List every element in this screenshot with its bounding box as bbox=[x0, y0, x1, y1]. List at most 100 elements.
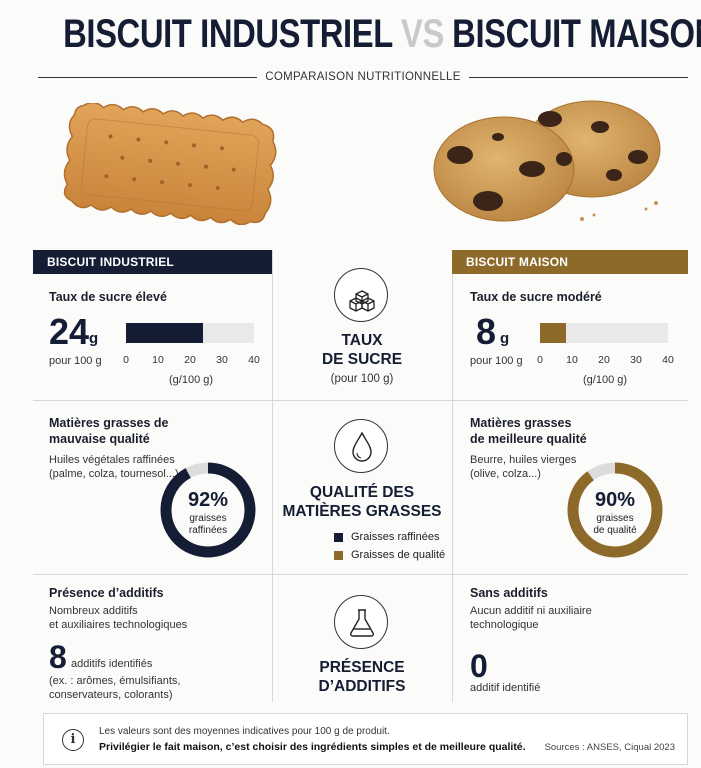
additives-label-industriel: Présence d’additifs bbox=[49, 586, 164, 600]
tick-label: 40 bbox=[662, 354, 674, 366]
tick-label: 20 bbox=[598, 354, 610, 366]
flask-icon bbox=[334, 595, 388, 649]
fats-label-industriel-line1: Matières grasses de bbox=[49, 416, 169, 430]
title-industriel: BISCUIT INDUSTRIEL bbox=[63, 12, 393, 56]
fats-donut-label-maison: graisses de qualité bbox=[567, 513, 663, 537]
sugar-cubes-icon bbox=[334, 268, 388, 322]
additives-count-industriel: 8 bbox=[49, 639, 67, 675]
legend-refined: Graisses raffinées bbox=[334, 531, 439, 543]
sugar-center-subtitle: (pour 100 g) bbox=[330, 373, 394, 385]
fats-donut-label-industriel-line2: raffinées bbox=[188, 525, 228, 536]
fats-center-title: QUALITÉ DES MATIÈRES GRASSES bbox=[272, 483, 452, 521]
additives-examples-line2: conservateurs, colorants) bbox=[49, 689, 173, 701]
fats-donut-label-industriel-line1: graisses bbox=[189, 513, 227, 524]
sugar-center-title: TAUX DE SUCRE bbox=[272, 331, 452, 369]
grid-divider bbox=[272, 250, 273, 702]
tick-label: 0 bbox=[123, 354, 129, 366]
sugar-unit-industriel: g bbox=[89, 330, 99, 347]
additives-center-title: PRÉSENCE D’ADDITIFS bbox=[272, 658, 452, 696]
additives-label-maison: Sans additifs bbox=[470, 586, 548, 600]
sugar-bar-fill-maison bbox=[540, 323, 566, 343]
additives-desc-industriel: Nombreux additifs et auxiliaires technol… bbox=[49, 604, 187, 632]
fats-label-maison-line2: de meilleure qualité bbox=[470, 432, 587, 446]
tick-label: 10 bbox=[152, 354, 164, 366]
legend-quality: Graisses de qualité bbox=[334, 549, 445, 561]
tick-label: 30 bbox=[216, 354, 228, 366]
fats-desc-industriel-line1: Huiles végétales raffinées bbox=[49, 454, 175, 466]
sugar-per-maison: pour 100 g bbox=[470, 355, 523, 367]
additives-desc-industriel-line2: et auxiliaires technologiques bbox=[49, 619, 188, 631]
sugar-bar-industriel bbox=[126, 323, 254, 343]
fats-desc-industriel-line2: (palme, colza, tournesol...) bbox=[49, 468, 179, 480]
additives-count-label-industriel: additifs identifiés bbox=[71, 658, 153, 670]
additives-center-title-line1: PRÉSENCE bbox=[319, 659, 405, 676]
subtitle-row: COMPARAISON NUTRITIONNELLE bbox=[38, 70, 689, 84]
fats-label-industriel-line2: mauvaise qualité bbox=[49, 432, 150, 446]
fats-center-title-line2: MATIÈRES GRASSES bbox=[282, 503, 442, 520]
donut-arc-maison bbox=[567, 462, 663, 558]
sugar-center-title-line2: DE SUCRE bbox=[321, 351, 403, 368]
drop-icon bbox=[334, 419, 388, 473]
tick-label: 30 bbox=[630, 354, 642, 366]
title-maison: BISCUIT MAISON bbox=[452, 12, 701, 56]
title-vs: VS bbox=[401, 12, 444, 56]
info-icon: i bbox=[62, 729, 84, 751]
sugar-axis-unit-maison: (g/100 g) bbox=[583, 374, 628, 386]
column-header-maison: BISCUIT MAISON bbox=[452, 250, 688, 274]
fats-label-maison: Matières grasses de meilleure qualité bbox=[470, 415, 587, 447]
grid-divider bbox=[452, 250, 453, 702]
legend-swatch-quality bbox=[334, 550, 343, 560]
additives-examples-industriel: (ex. : arômes, émulsifiants, conservateu… bbox=[49, 674, 180, 702]
column-header-industriel: BISCUIT INDUSTRIEL bbox=[33, 250, 272, 274]
fats-desc-industriel: Huiles végétales raffinées (palme, colza… bbox=[49, 453, 179, 481]
sugar-bar-maison bbox=[540, 323, 668, 343]
legend-refined-label: Graisses raffinées bbox=[351, 531, 440, 543]
sugar-label-maison: Taux de sucre modéré bbox=[470, 290, 602, 304]
tick-label: 40 bbox=[248, 354, 260, 366]
page-title: BISCUIT INDUSTRIEL VS BISCUIT MAISON bbox=[63, 12, 701, 57]
sugar-bar-fill-industriel bbox=[126, 323, 203, 343]
fats-donut-label-maison-line1: graisses bbox=[596, 513, 634, 524]
additives-count-label-maison: additif identifié bbox=[470, 682, 541, 694]
industrial-biscuit-image bbox=[63, 103, 277, 225]
comparison-grid: BISCUIT INDUSTRIEL BISCUIT MAISON Taux d… bbox=[33, 250, 688, 702]
fats-donut-label-maison-line2: de qualité bbox=[593, 525, 637, 536]
fats-desc-maison: Beurre, huiles vierges (olive, colza...) bbox=[470, 453, 576, 481]
footer-note: i Les valeurs sont des moyennes indicati… bbox=[43, 713, 688, 765]
divider-left bbox=[38, 76, 258, 78]
additives-center-title-line2: D’ADDITIFS bbox=[318, 678, 406, 695]
page-subtitle: COMPARAISON NUTRITIONNELLE bbox=[265, 71, 461, 83]
fats-donut-label-industriel: graisses raffinées bbox=[160, 513, 256, 537]
footer-line1: Les valeurs sont des moyennes indicative… bbox=[99, 726, 390, 737]
fats-donut-industriel: 92% graisses raffinées bbox=[160, 462, 256, 558]
additives-desc-maison-line2: technologique bbox=[470, 619, 539, 631]
fats-pct-industriel: 92% bbox=[187, 489, 229, 511]
sugar-axis-unit-industriel: (g/100 g) bbox=[169, 374, 214, 386]
tick-label: 10 bbox=[566, 354, 578, 366]
fats-label-maison-line1: Matières grasses bbox=[470, 416, 572, 430]
tick-label: 0 bbox=[537, 354, 543, 366]
sugar-per-industriel: pour 100 g bbox=[49, 355, 102, 367]
fats-center-title-line1: QUALITÉ DES bbox=[309, 484, 415, 501]
sugar-unit-maison: g bbox=[500, 330, 510, 347]
homemade-cookies-image bbox=[433, 100, 661, 222]
additives-desc-industriel-line1: Nombreux additifs bbox=[49, 605, 138, 617]
fats-label-industriel: Matières grasses de mauvaise qualité bbox=[49, 415, 169, 447]
footer-line2: Privilégier le fait maison, c’est choisi… bbox=[99, 741, 526, 753]
legend-swatch-refined bbox=[334, 532, 343, 542]
additives-desc-maison-line1: Aucun additif ni auxiliaire bbox=[470, 605, 592, 617]
legend-quality-label: Graisses de qualité bbox=[351, 549, 446, 561]
tick-label: 20 bbox=[184, 354, 196, 366]
fats-desc-maison-line2: (olive, colza...) bbox=[470, 468, 541, 480]
fats-desc-maison-line1: Beurre, huiles vierges bbox=[470, 454, 577, 466]
sugar-center-title-line1: TAUX bbox=[341, 332, 383, 349]
additives-desc-maison: Aucun additif ni auxiliaire technologiqu… bbox=[470, 604, 592, 632]
fats-donut-maison: 90% graisses de qualité bbox=[567, 462, 663, 558]
additives-count-maison: 0 bbox=[470, 648, 488, 684]
divider-right bbox=[468, 76, 689, 78]
grid-divider bbox=[33, 400, 688, 401]
sugar-label-industriel: Taux de sucre élevé bbox=[49, 290, 167, 304]
footer-sources: Sources : ANSES, Ciqual 2023 bbox=[544, 742, 675, 753]
sugar-value-maison: 8 bbox=[476, 311, 497, 352]
donut-arc-industriel bbox=[160, 462, 256, 558]
